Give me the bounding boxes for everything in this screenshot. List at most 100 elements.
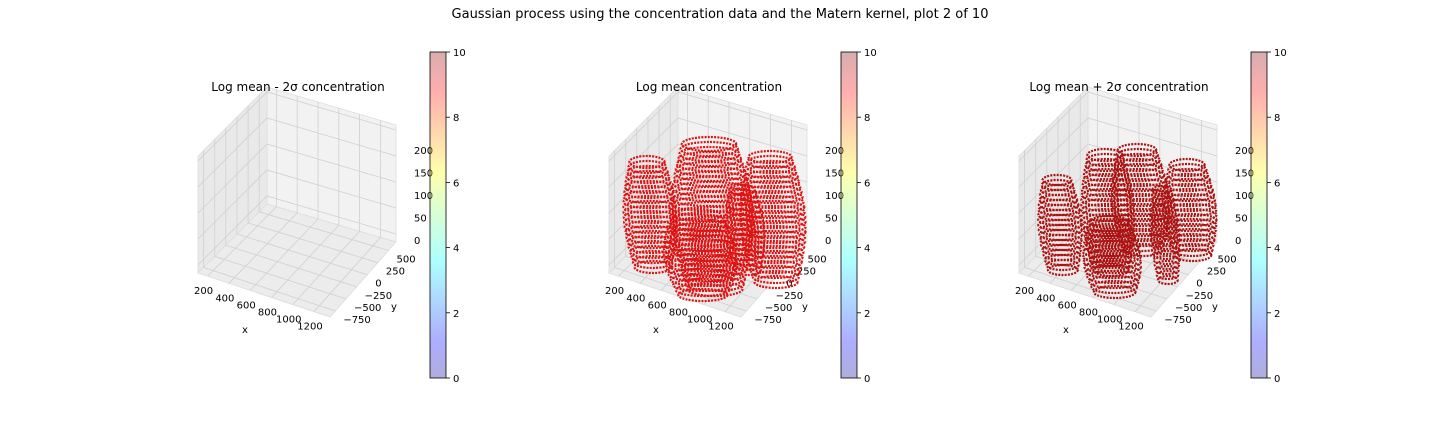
scatter-point [1152, 254, 1181, 266]
scatter-point [672, 277, 733, 293]
grid-line-y [625, 139, 758, 300]
x-tick-label: 1000 [1097, 315, 1122, 326]
scatter-point [675, 155, 744, 173]
colorbar-tick-label: 2 [453, 309, 459, 320]
scatter-point [625, 169, 671, 185]
scatter-point [1156, 274, 1179, 286]
scatter-points [622, 135, 807, 303]
scatter-point [1112, 212, 1170, 228]
scatter-point [1114, 152, 1161, 168]
colorbar-tick-label: 6 [453, 178, 459, 189]
grid-line-z [608, 143, 808, 214]
colorbar-tick-label: 4 [864, 244, 870, 255]
scatter-point [1149, 199, 1177, 211]
scatter-point [1164, 217, 1218, 233]
scatter-point [1116, 142, 1158, 158]
subplot-title: Log mean - 2σ concentration [211, 80, 384, 94]
x-tick-label: 800 [1079, 307, 1098, 318]
scatter-point [626, 164, 669, 180]
x-tick-label: 600 [648, 300, 667, 311]
scatter-point [1109, 187, 1170, 203]
y-tick-label: −250 [1186, 291, 1213, 302]
scatter-point [627, 239, 676, 255]
grid-line-z [197, 91, 397, 162]
scatter-point [669, 272, 734, 288]
colorbar-tick-label: 0 [453, 374, 459, 385]
scatter-point [678, 145, 741, 163]
scatter-point [623, 179, 674, 195]
scatter-point [745, 159, 796, 175]
grid-line-y [258, 94, 389, 251]
scatter-point [1149, 229, 1181, 241]
y-tick-label: 500 [808, 254, 827, 265]
scatter-point [747, 254, 803, 270]
scatter-point [1162, 192, 1217, 208]
scatter-point [684, 275, 745, 293]
scatter-point [748, 259, 803, 275]
scatter-point [1110, 197, 1171, 213]
scatter-point [739, 204, 806, 220]
scatter-point [1150, 189, 1174, 201]
y-axis-label: y [1212, 302, 1218, 313]
x-tick-label: 600 [1058, 300, 1077, 311]
z-tick-label: 200 [825, 146, 844, 157]
scatter-point [633, 259, 673, 275]
y-tick-label: 250 [386, 267, 405, 278]
z-tick-label: 50 [414, 214, 427, 225]
x-tick-label: 1200 [297, 322, 322, 333]
scatter-point [1149, 209, 1178, 221]
scatter-point [664, 257, 738, 273]
scatter-point [1155, 269, 1180, 281]
grid-line-z [197, 143, 397, 214]
y-tick-label: −500 [765, 303, 792, 314]
scatter-point [1109, 182, 1169, 198]
x-axis-label: x [1063, 325, 1069, 336]
y-tick-label: −500 [1175, 303, 1202, 314]
scatter-point [1092, 284, 1137, 300]
grid-line-x [249, 102, 319, 291]
scatter-point [1164, 172, 1211, 188]
grid-line-y [214, 139, 347, 300]
scatter-point [663, 232, 734, 248]
figure-suptitle: Gaussian process using the concentration… [451, 7, 989, 22]
scatter-point [1043, 253, 1081, 267]
scatter-point [1149, 224, 1180, 236]
scatter-point [1151, 184, 1173, 196]
colorbar-tick-label: 10 [864, 48, 877, 59]
grid-line-x [1134, 120, 1202, 312]
grid-line-y [203, 150, 336, 312]
scatter-point [1167, 162, 1208, 178]
y-tick-label: −250 [776, 291, 803, 302]
scatter-point [1110, 202, 1170, 218]
scatter-point [732, 258, 763, 272]
scatter-point [1168, 157, 1206, 173]
scatter-point [628, 244, 676, 260]
scatter-point [1081, 244, 1141, 260]
scatter-point [1150, 244, 1181, 256]
scatter-point [739, 199, 806, 215]
scatter-point [1153, 259, 1181, 271]
scatter-point [1171, 242, 1214, 258]
scatter-point [725, 203, 762, 217]
colorbar-tick-label: 10 [1274, 48, 1287, 59]
grid-line-y [1024, 150, 1157, 312]
x-axis-label: x [653, 325, 659, 336]
x-tick-label: 800 [669, 307, 688, 318]
z-tick-label: 150 [1235, 169, 1254, 180]
scatter-point [1109, 192, 1170, 208]
z-tick-label: 100 [1235, 191, 1254, 202]
scatter-point [1110, 177, 1168, 193]
grid-line-y [1079, 94, 1210, 251]
scatter-point [1149, 214, 1179, 226]
grid-line-x [313, 120, 381, 312]
x-tick-label: 400 [626, 293, 645, 304]
scatter-point [750, 264, 801, 280]
grid-line-z [197, 117, 397, 188]
z-tick-label: 50 [1235, 214, 1248, 225]
y-tick-label: 0 [1196, 279, 1202, 290]
scatter-point [742, 234, 806, 250]
x-tick-label: 600 [237, 300, 256, 311]
scatter-point [663, 237, 736, 253]
scatter-point [1037, 218, 1083, 232]
